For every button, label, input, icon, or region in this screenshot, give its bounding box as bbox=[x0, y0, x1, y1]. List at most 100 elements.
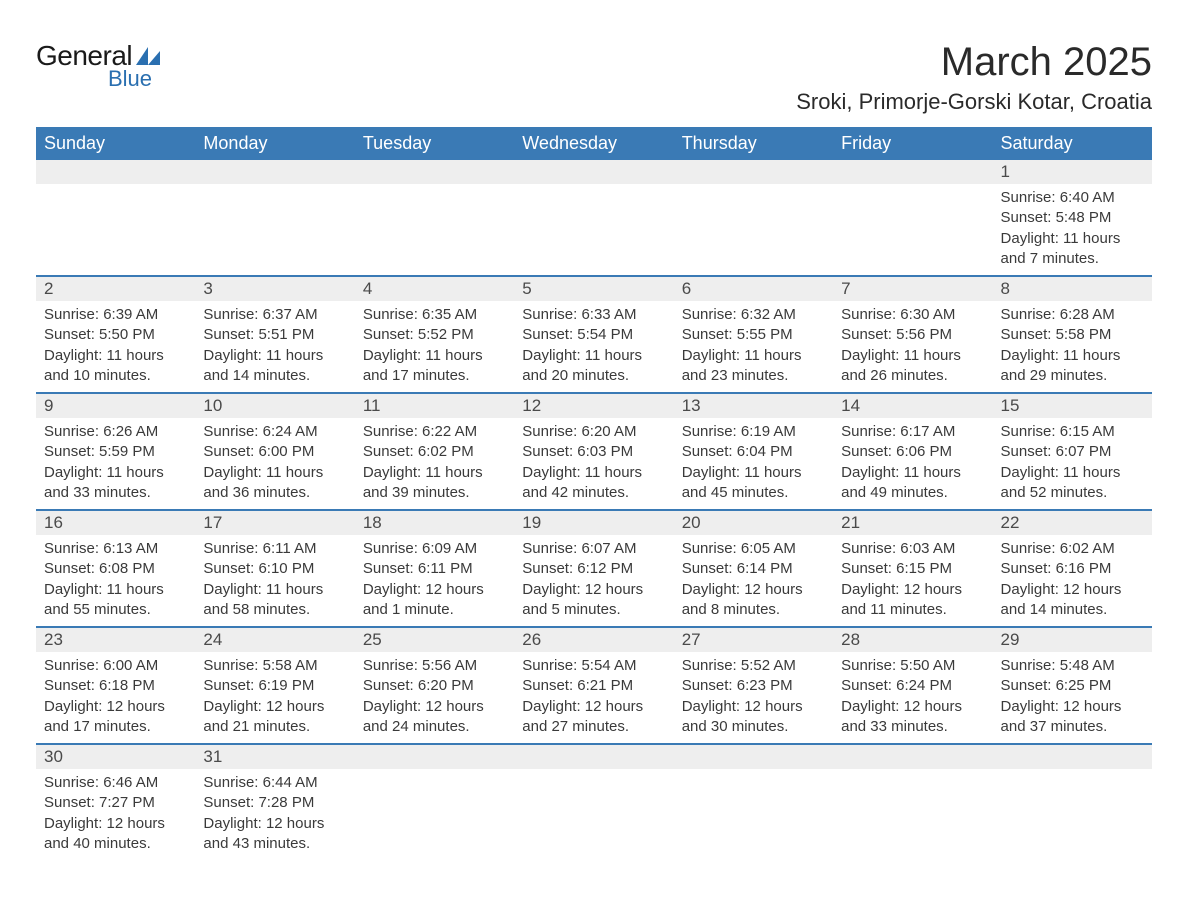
day-data: Sunrise: 6:17 AMSunset: 6:06 PMDaylight:… bbox=[833, 418, 992, 510]
sunset-line: Sunset: 5:58 PM bbox=[1001, 325, 1144, 345]
day-number: 26 bbox=[514, 627, 673, 652]
sunrise-line: Sunrise: 6:30 AM bbox=[841, 305, 984, 325]
sunrise-line: Sunrise: 6:09 AM bbox=[363, 539, 506, 559]
day-number bbox=[674, 160, 833, 184]
daylight-line: Daylight: 11 hours and 23 minutes. bbox=[682, 346, 825, 387]
sunrise-line: Sunrise: 6:32 AM bbox=[682, 305, 825, 325]
sunrise-line: Sunrise: 5:50 AM bbox=[841, 656, 984, 676]
daylight-line: Daylight: 12 hours and 5 minutes. bbox=[522, 580, 665, 621]
day-data bbox=[514, 769, 673, 860]
day-number: 2 bbox=[36, 276, 195, 301]
weekday-header: Wednesday bbox=[514, 127, 673, 160]
sunrise-line: Sunrise: 6:13 AM bbox=[44, 539, 187, 559]
daylight-line: Daylight: 11 hours and 55 minutes. bbox=[44, 580, 187, 621]
sunrise-line: Sunrise: 6:37 AM bbox=[203, 305, 346, 325]
sunset-line: Sunset: 6:02 PM bbox=[363, 442, 506, 462]
day-data: Sunrise: 5:48 AMSunset: 6:25 PMDaylight:… bbox=[993, 652, 1152, 744]
day-data: Sunrise: 5:54 AMSunset: 6:21 PMDaylight:… bbox=[514, 652, 673, 744]
sunrise-line: Sunrise: 6:28 AM bbox=[1001, 305, 1144, 325]
day-data: Sunrise: 6:37 AMSunset: 5:51 PMDaylight:… bbox=[195, 301, 354, 393]
daylight-line: Daylight: 11 hours and 17 minutes. bbox=[363, 346, 506, 387]
day-data: Sunrise: 6:00 AMSunset: 6:18 PMDaylight:… bbox=[36, 652, 195, 744]
day-data-row: Sunrise: 6:40 AMSunset: 5:48 PMDaylight:… bbox=[36, 184, 1152, 276]
day-number: 16 bbox=[36, 510, 195, 535]
day-data: Sunrise: 6:22 AMSunset: 6:02 PMDaylight:… bbox=[355, 418, 514, 510]
day-data: Sunrise: 6:32 AMSunset: 5:55 PMDaylight:… bbox=[674, 301, 833, 393]
sunrise-line: Sunrise: 6:05 AM bbox=[682, 539, 825, 559]
sunrise-line: Sunrise: 6:26 AM bbox=[44, 422, 187, 442]
sunrise-line: Sunrise: 6:11 AM bbox=[203, 539, 346, 559]
sunset-line: Sunset: 7:28 PM bbox=[203, 793, 346, 813]
day-data bbox=[833, 184, 992, 276]
sunset-line: Sunset: 6:08 PM bbox=[44, 559, 187, 579]
daylight-line: Daylight: 11 hours and 45 minutes. bbox=[682, 463, 825, 504]
day-number: 22 bbox=[993, 510, 1152, 535]
day-data bbox=[993, 769, 1152, 860]
sunset-line: Sunset: 6:00 PM bbox=[203, 442, 346, 462]
daylight-line: Daylight: 11 hours and 7 minutes. bbox=[1001, 229, 1144, 270]
location: Sroki, Primorje-Gorski Kotar, Croatia bbox=[796, 89, 1152, 115]
day-data-row: Sunrise: 6:26 AMSunset: 5:59 PMDaylight:… bbox=[36, 418, 1152, 510]
sunset-line: Sunset: 5:48 PM bbox=[1001, 208, 1144, 228]
day-data: Sunrise: 5:52 AMSunset: 6:23 PMDaylight:… bbox=[674, 652, 833, 744]
day-data-row: Sunrise: 6:00 AMSunset: 6:18 PMDaylight:… bbox=[36, 652, 1152, 744]
day-number: 31 bbox=[195, 744, 354, 769]
daylight-line: Daylight: 12 hours and 37 minutes. bbox=[1001, 697, 1144, 738]
day-number-row: 16171819202122 bbox=[36, 510, 1152, 535]
day-data bbox=[674, 184, 833, 276]
daylight-line: Daylight: 11 hours and 58 minutes. bbox=[203, 580, 346, 621]
sunset-line: Sunset: 5:50 PM bbox=[44, 325, 187, 345]
sunrise-line: Sunrise: 6:19 AM bbox=[682, 422, 825, 442]
day-data bbox=[355, 184, 514, 276]
sunrise-line: Sunrise: 5:56 AM bbox=[363, 656, 506, 676]
sunrise-line: Sunrise: 6:20 AM bbox=[522, 422, 665, 442]
weekday-header: Saturday bbox=[993, 127, 1152, 160]
day-number-row: 2345678 bbox=[36, 276, 1152, 301]
day-number: 21 bbox=[833, 510, 992, 535]
day-number: 13 bbox=[674, 393, 833, 418]
sunrise-line: Sunrise: 6:33 AM bbox=[522, 305, 665, 325]
sunrise-line: Sunrise: 6:46 AM bbox=[44, 773, 187, 793]
day-data bbox=[833, 769, 992, 860]
daylight-line: Daylight: 12 hours and 11 minutes. bbox=[841, 580, 984, 621]
daylight-line: Daylight: 12 hours and 30 minutes. bbox=[682, 697, 825, 738]
sunrise-line: Sunrise: 6:44 AM bbox=[203, 773, 346, 793]
day-data bbox=[674, 769, 833, 860]
daylight-line: Daylight: 11 hours and 20 minutes. bbox=[522, 346, 665, 387]
day-data: Sunrise: 6:07 AMSunset: 6:12 PMDaylight:… bbox=[514, 535, 673, 627]
day-number: 25 bbox=[355, 627, 514, 652]
sunrise-line: Sunrise: 6:17 AM bbox=[841, 422, 984, 442]
day-data: Sunrise: 6:05 AMSunset: 6:14 PMDaylight:… bbox=[674, 535, 833, 627]
day-number: 8 bbox=[993, 276, 1152, 301]
day-data bbox=[36, 184, 195, 276]
day-data: Sunrise: 6:15 AMSunset: 6:07 PMDaylight:… bbox=[993, 418, 1152, 510]
sunrise-line: Sunrise: 6:15 AM bbox=[1001, 422, 1144, 442]
sunset-line: Sunset: 6:12 PM bbox=[522, 559, 665, 579]
day-data: Sunrise: 6:26 AMSunset: 5:59 PMDaylight:… bbox=[36, 418, 195, 510]
day-number bbox=[355, 160, 514, 184]
sunset-line: Sunset: 6:24 PM bbox=[841, 676, 984, 696]
day-number: 12 bbox=[514, 393, 673, 418]
day-number: 10 bbox=[195, 393, 354, 418]
sunrise-line: Sunrise: 6:07 AM bbox=[522, 539, 665, 559]
day-data bbox=[514, 184, 673, 276]
sunrise-line: Sunrise: 5:52 AM bbox=[682, 656, 825, 676]
sunrise-line: Sunrise: 5:48 AM bbox=[1001, 656, 1144, 676]
day-data: Sunrise: 6:11 AMSunset: 6:10 PMDaylight:… bbox=[195, 535, 354, 627]
day-number bbox=[355, 744, 514, 769]
sunset-line: Sunset: 6:21 PM bbox=[522, 676, 665, 696]
calendar-body: 1 Sunrise: 6:40 AMSunset: 5:48 PMDayligh… bbox=[36, 160, 1152, 860]
day-number: 11 bbox=[355, 393, 514, 418]
daylight-line: Daylight: 11 hours and 39 minutes. bbox=[363, 463, 506, 504]
day-number bbox=[833, 744, 992, 769]
day-number-row: 1 bbox=[36, 160, 1152, 184]
sunset-line: Sunset: 5:52 PM bbox=[363, 325, 506, 345]
day-number-row: 3031 bbox=[36, 744, 1152, 769]
weekday-header: Thursday bbox=[674, 127, 833, 160]
daylight-line: Daylight: 11 hours and 33 minutes. bbox=[44, 463, 187, 504]
daylight-line: Daylight: 12 hours and 43 minutes. bbox=[203, 814, 346, 855]
sunset-line: Sunset: 6:06 PM bbox=[841, 442, 984, 462]
weekday-header-row: Sunday Monday Tuesday Wednesday Thursday… bbox=[36, 127, 1152, 160]
day-number: 20 bbox=[674, 510, 833, 535]
day-data-row: Sunrise: 6:39 AMSunset: 5:50 PMDaylight:… bbox=[36, 301, 1152, 393]
